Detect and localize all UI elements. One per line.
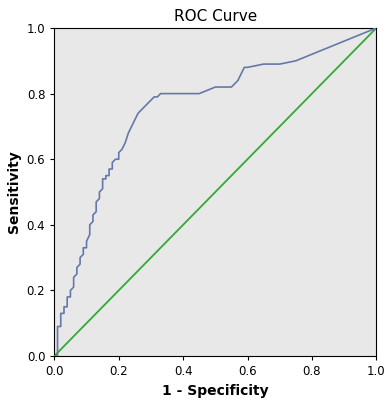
X-axis label: 1 - Specificity: 1 - Specificity <box>162 384 268 398</box>
Title: ROC Curve: ROC Curve <box>174 9 257 24</box>
Y-axis label: Sensitivity: Sensitivity <box>7 151 21 233</box>
